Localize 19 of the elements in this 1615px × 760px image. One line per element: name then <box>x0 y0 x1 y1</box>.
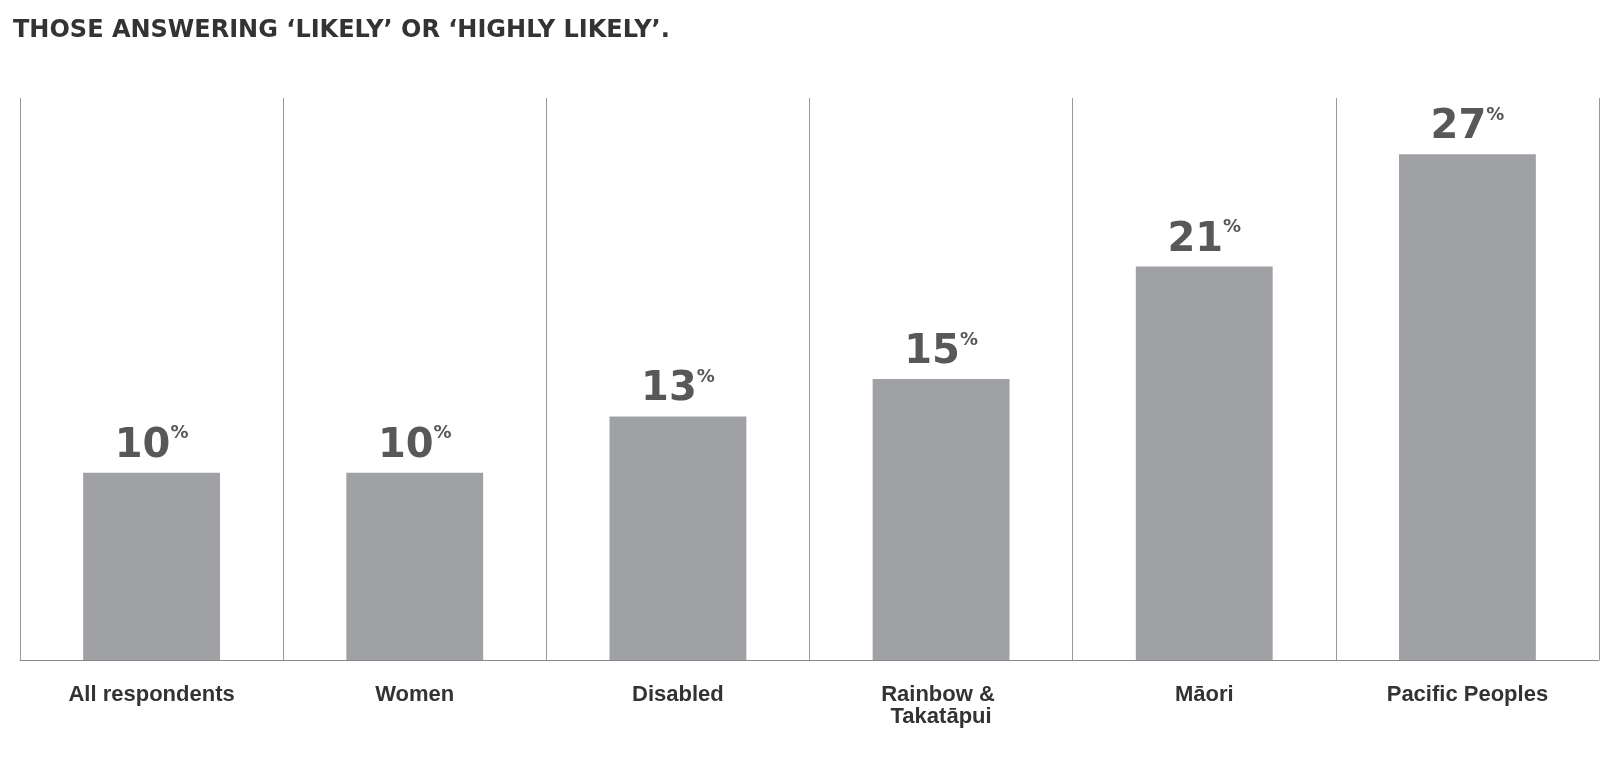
x-tick-label: Māori <box>1174 680 1234 706</box>
bar <box>1135 266 1273 660</box>
data-label: 15% <box>904 326 978 372</box>
data-label: 10% <box>114 419 189 466</box>
data-label: 13% <box>641 363 715 410</box>
x-tick-label: Disabled <box>632 680 724 706</box>
bar <box>83 472 221 660</box>
bar <box>872 379 1010 660</box>
x-tick-label: Rainbow & Takatāpui <box>881 680 1001 728</box>
data-label: 10% <box>377 419 452 466</box>
data-label: 21% <box>1167 213 1242 260</box>
bar <box>1398 154 1536 660</box>
x-tick-label: Pacific Peoples <box>1386 680 1549 706</box>
bar <box>609 416 747 660</box>
x-tick-label: Women <box>375 680 455 706</box>
chart-title: THOSE ANSWERING ‘LIKELY’ OR ‘HIGHLY LIKELY’. <box>13 15 670 43</box>
x-tick-label: All respondents <box>68 680 235 706</box>
bar <box>346 472 484 660</box>
data-label: 27% <box>1430 101 1505 148</box>
